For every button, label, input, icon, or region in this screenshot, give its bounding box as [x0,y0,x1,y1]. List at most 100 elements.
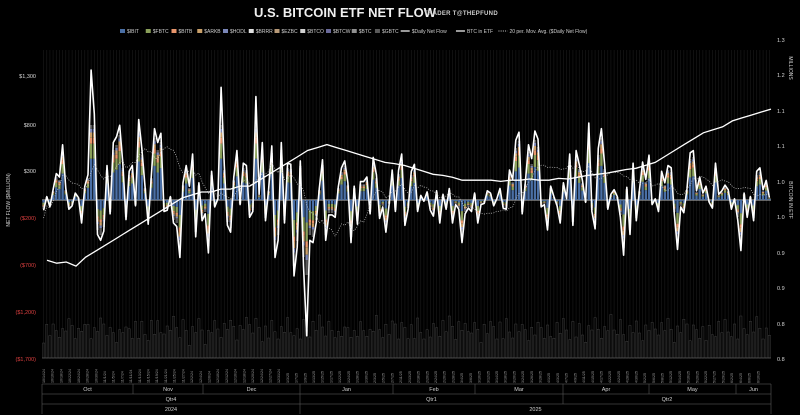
flow-bar-segment [89,128,93,133]
flow-bar-segment [365,185,369,189]
flow-bar-segment [327,209,331,211]
flow-bar-segment [219,137,223,144]
flow-bar-segment [736,210,739,213]
flow-bar-segment [308,200,312,211]
flow-bar-segment [131,175,134,178]
month-label: Mar [514,387,524,393]
flow-bar-segment [99,219,102,223]
date-tick-label: 5/16/25 [687,371,691,383]
lower-volume-bars [42,314,771,359]
flow-bar-segment [666,177,670,184]
date-tick-label: 2/28/25 [451,371,455,383]
flow-bar-segment [514,171,518,200]
flow-bar-segment [207,200,210,214]
flow-bar-segment [330,208,334,210]
flow-bar-segment [343,167,346,170]
flow-bar-segment [609,197,613,200]
flow-bar-segment [175,200,178,207]
date-tick-label: 4/17/25 [600,371,604,383]
flow-bar-segment [425,196,429,200]
flow-bar-segment [622,200,625,215]
flow-bar-segment [688,169,692,178]
date-tick-label: 4/9/25 [573,373,577,383]
flow-bar-segment [311,223,315,228]
flow-bar-segment [454,201,457,203]
flow-bar-segment [761,195,765,200]
flow-bar-segment [159,168,163,200]
flow-bar-segment [137,141,140,148]
flow-bar-segment [514,150,518,154]
flow-bar-segment [381,200,384,202]
left-tick-label: ($200) [20,216,36,222]
date-tick-label: 1/3/25 [286,373,290,383]
flow-bar-segment [527,160,530,164]
flow-bar-segment [178,227,182,232]
flow-bar-segment [372,179,375,200]
flow-bar-segment [86,187,90,200]
month-label: Apr [602,387,611,393]
flow-bar-segment [739,224,743,228]
date-tick-label: 4/3/25 [556,373,560,383]
flow-bar-segment [641,168,644,171]
flow-bar-segment [514,161,518,172]
date-tick-label: 1/28/25 [356,371,360,383]
flow-bar-segment [318,194,321,200]
flow-bar-segment [381,204,384,206]
flow-bar-segment [349,200,353,212]
flow-bar-segment [242,176,245,183]
flow-bar-segment [61,160,64,164]
flow-bar-segment [533,140,537,143]
date-tick-label: 6/10/25 [756,371,760,383]
flow-bar-segment [188,190,191,191]
flow-bar-segment [714,182,717,200]
flow-bar-segment [58,181,61,182]
flow-bar-segment [644,185,648,187]
flow-bar-segment [257,196,261,198]
flow-bar-segment [578,174,581,177]
legend-label: $BTC [359,29,372,35]
flow-bar-segment [688,177,692,200]
flow-bar-segment [555,201,559,203]
flow-bar-segment [571,200,575,207]
flow-bar-segment [204,209,207,212]
flow-bar-segment [758,176,762,179]
date-tick-label: 6/2/25 [730,373,734,383]
flow-bar-segment [340,179,343,185]
date-tick-label: 3/28/25 [539,371,543,383]
legend-swatch [374,29,380,33]
flow-bar-segment [305,254,308,260]
flow-bar-segment [292,219,296,237]
date-tick-label: 5/12/25 [669,371,673,383]
flow-bar-segment [559,211,562,213]
flow-bar-segment [600,144,603,149]
flow-bar-segment [242,182,245,200]
date-tick-label: 4/15/25 [591,371,595,383]
right-tick-label: 1.1 [777,109,785,115]
flow-bar-segment [460,220,464,224]
flow-bar-segment [159,156,163,169]
flow-bar-segment [302,235,305,242]
flow-bar-segment [641,181,644,200]
flow-bar-segment [99,200,102,211]
flow-bar-segment [302,217,305,232]
flow-bar-segment [219,132,223,138]
date-tick-label: 11/5/24 [112,371,116,383]
flow-bar-segment [219,125,223,129]
flow-bar-segment [311,220,315,224]
flow-bar-segment [467,205,470,207]
flow-bar-segment [112,172,115,200]
flow-bar-segment [267,195,270,200]
flow-bar-segment [635,200,638,206]
flow-bar-segment [688,165,692,170]
flow-bar-segment [543,200,546,202]
flow-bar-segment [185,171,188,173]
quarter-label: Qtr1 [426,397,437,403]
flow-bar-segment [451,211,454,213]
flow-bar-segment [131,177,134,184]
flow-bar-segment [80,200,83,206]
date-tick-label: 1/30/25 [364,371,368,383]
flow-bar-segment [508,185,511,200]
flow-bar-segment [593,200,597,208]
flow-bar-segment [340,176,343,179]
